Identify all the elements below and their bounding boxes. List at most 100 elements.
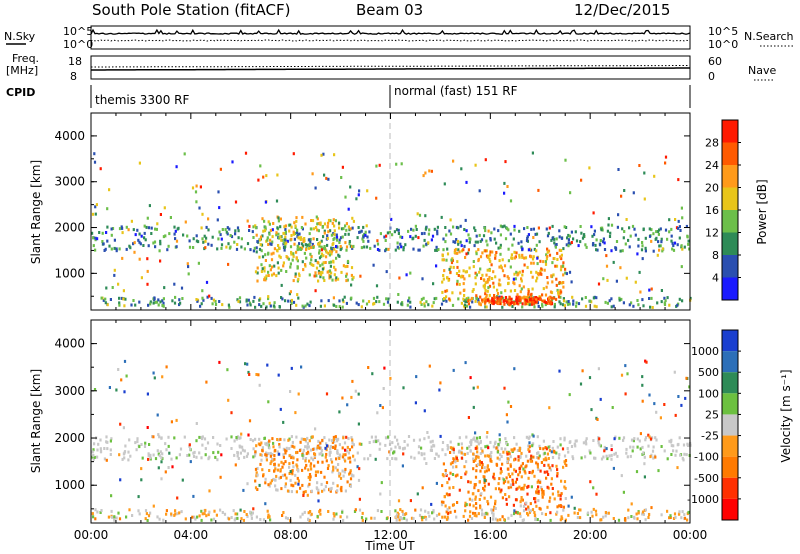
heatmap-cell <box>513 224 516 228</box>
heatmap-cell <box>331 278 334 282</box>
heatmap-cell <box>522 509 526 513</box>
heatmap-cell <box>436 232 439 236</box>
heatmap-cell <box>579 516 582 520</box>
heatmap-cell <box>604 514 607 518</box>
heatmap-cell <box>338 226 341 230</box>
heatmap-cell <box>648 288 651 292</box>
heatmap-cell <box>257 442 260 446</box>
heatmap-cell <box>520 279 523 283</box>
heatmap-cell <box>480 447 483 451</box>
heatmap-cell <box>254 452 257 456</box>
heatmap-cell <box>110 509 113 513</box>
heatmap-cell <box>623 230 626 233</box>
heatmap-cell <box>435 452 438 456</box>
heatmap-cell <box>576 516 579 519</box>
heatmap-cell <box>179 301 182 305</box>
heatmap-cell <box>284 235 287 239</box>
heatmap-cell <box>180 510 183 514</box>
heatmap-cell <box>274 448 277 452</box>
nsky-label: N.Sky <box>4 30 36 43</box>
heatmap-cell <box>292 252 295 256</box>
heatmap-cell <box>273 247 276 251</box>
heatmap-cell <box>192 246 195 249</box>
heatmap-cell <box>181 478 184 482</box>
heatmap-cell <box>546 276 549 279</box>
heatmap-cell <box>284 485 287 489</box>
heatmap-cell <box>683 245 686 249</box>
heatmap-cell <box>541 304 544 308</box>
heatmap-cell <box>325 442 328 446</box>
heatmap-cell <box>477 442 480 446</box>
heatmap-cell <box>443 297 446 300</box>
heatmap-cell <box>505 497 508 501</box>
heatmap-cell <box>246 514 249 518</box>
heatmap-cell <box>564 461 567 465</box>
heatmap-cell <box>574 230 577 234</box>
heatmap-cell <box>495 241 498 245</box>
heatmap-cell <box>291 440 294 444</box>
colorbar-segment <box>722 477 738 499</box>
heatmap-cell <box>502 299 505 303</box>
heatmap-cell <box>452 448 455 452</box>
heatmap-cell <box>641 375 644 379</box>
heatmap-cell <box>658 248 661 252</box>
heatmap-cell <box>96 448 99 452</box>
heatmap-cell <box>195 234 198 238</box>
heatmap-cell <box>327 221 330 225</box>
heatmap-cell <box>240 517 243 521</box>
heatmap-cell <box>581 369 584 373</box>
heatmap-cell <box>306 436 309 440</box>
heatmap-cell <box>560 249 563 252</box>
heatmap-cell <box>442 462 445 466</box>
heatmap-cell <box>593 456 596 460</box>
heatmap-cell <box>99 447 102 451</box>
heatmap-cell <box>99 167 102 171</box>
heatmap-cell <box>319 304 322 308</box>
heatmap-cell <box>341 469 344 473</box>
heatmap-cell <box>332 435 335 439</box>
heatmap-cell <box>525 464 528 468</box>
heatmap-cell <box>118 303 121 307</box>
heatmap-cell <box>269 304 272 308</box>
heatmap-cell <box>496 288 499 292</box>
heatmap-cell <box>355 301 358 305</box>
heatmap-cell <box>448 297 451 301</box>
heatmap-cell <box>648 393 651 397</box>
heatmap-cell <box>320 452 323 456</box>
heatmap-cell <box>566 302 570 306</box>
heatmap-cell <box>505 300 508 304</box>
heatmap-cell <box>462 452 465 456</box>
heatmap-cell <box>290 237 293 241</box>
heatmap-cell <box>317 488 320 492</box>
heatmap-cell <box>323 279 326 282</box>
heatmap-cell <box>252 249 255 253</box>
heatmap-cell <box>337 277 340 281</box>
heatmap-cell <box>141 456 144 460</box>
heatmap-cell <box>270 242 273 246</box>
heatmap-cell <box>475 514 478 518</box>
heatmap-cell <box>125 247 128 251</box>
heatmap-cell <box>376 248 380 251</box>
heatmap-cell <box>464 270 467 274</box>
heatmap-cell <box>277 438 280 442</box>
heatmap-cell <box>237 229 240 233</box>
heatmap-cell <box>467 248 470 252</box>
heatmap-cell <box>322 152 325 156</box>
heatmap-cell <box>610 223 614 227</box>
heatmap-cell <box>426 431 429 434</box>
heatmap-cell <box>554 264 557 268</box>
heatmap-cell <box>545 458 548 462</box>
heatmap-cell <box>649 455 652 459</box>
heatmap-cell <box>476 463 480 466</box>
heatmap-cell <box>376 411 379 415</box>
heatmap-cell <box>644 249 647 253</box>
heatmap-cell <box>503 386 506 390</box>
heatmap-cell <box>130 219 133 223</box>
colorbar-tick-label: 25 <box>705 408 719 421</box>
heatmap-cell <box>332 512 335 516</box>
heatmap-cell <box>237 299 240 303</box>
heatmap-cell <box>527 444 530 448</box>
heatmap-cell <box>584 455 587 459</box>
heatmap-cell <box>414 224 417 228</box>
heatmap-cell <box>108 188 111 192</box>
